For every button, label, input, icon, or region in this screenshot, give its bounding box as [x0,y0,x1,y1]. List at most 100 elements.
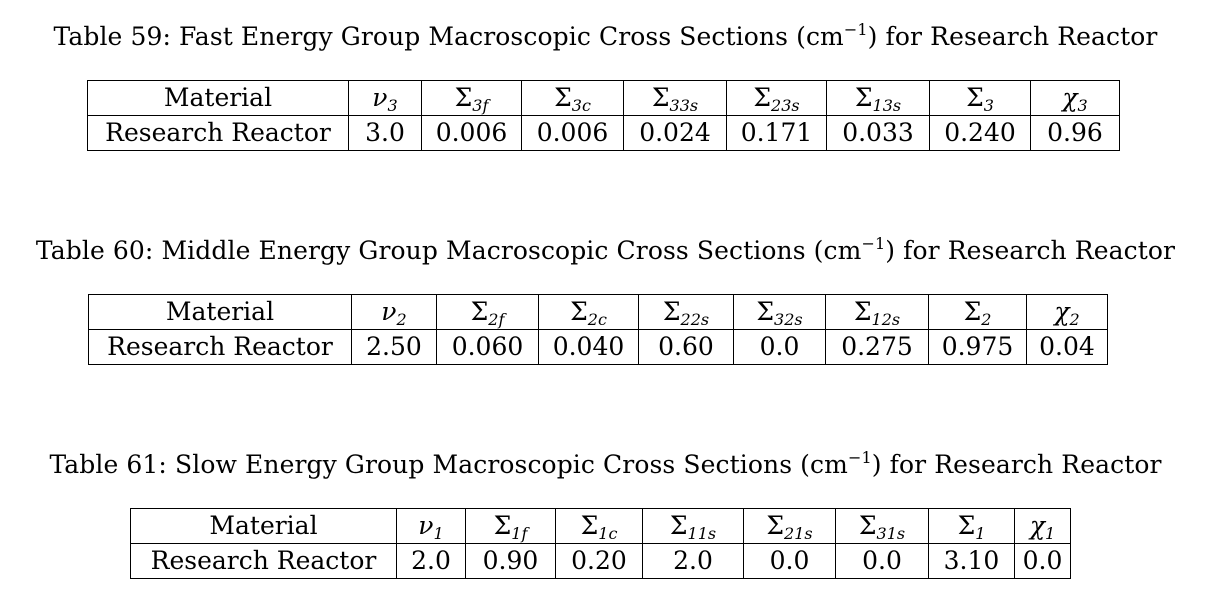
cell-value: 0.060 [436,329,539,365]
symbol-base: Σ [854,83,873,112]
symbol: Σ33s [651,83,699,115]
cell-value: 0.0 [733,329,826,365]
cell-value: 0.275 [825,329,929,365]
symbol-subscript: 2 [396,310,407,329]
symbol-subscript: 11s [687,524,717,543]
header-cell-symbol: ν3 [348,80,422,116]
cell-value: 0.20 [555,543,643,579]
symbol: χ1 [1029,511,1055,542]
caption-exponent: −1 [861,234,886,253]
data-row: Research Reactor 2.50 0.060 0.040 0.60 0.0 0.2… [88,329,1108,365]
cell-value: 0.024 [623,115,727,151]
symbol: ν2 [381,297,407,329]
symbol-subscript: 3 [1077,96,1088,115]
caption-text: Table 60: Middle Energy Group Macroscopi… [35,236,862,265]
table-59: Material ν3 Σ3f Σ3c Σ33s Σ23s Σ13s Σ3 χ3 Researc… [87,80,1120,151]
cell-value: 2.0 [642,543,744,579]
symbol-base: Σ [554,83,572,112]
symbol: Σ11s [670,511,717,543]
symbol-subscript: 31s [876,524,906,543]
symbol-base: χ [1029,511,1045,540]
header-cell-symbol: Σ3f [421,80,522,116]
symbol-subscript: 3 [387,96,398,115]
cell-value: 0.006 [421,115,522,151]
symbol-subscript: 2 [981,310,992,329]
symbol-base: Σ [662,297,681,326]
cell-value: 3.10 [928,543,1015,579]
symbol-base: Σ [580,511,599,540]
header-cell-symbol: ν2 [351,294,437,330]
caption-exponent: −1 [847,448,872,467]
header-cell-symbol: Σ3 [929,80,1031,116]
cell-material: Research Reactor [87,115,349,151]
header-cell-symbol: χ3 [1030,80,1120,116]
data-row: Research Reactor 3.0 0.006 0.006 0.024 0.171 0… [87,115,1120,151]
caption-tail: ) for Research Reactor [871,450,1162,479]
caption-exponent: −1 [843,20,868,39]
symbol-subscript: 2f [488,310,505,329]
symbol-subscript: 2 [1069,310,1080,329]
symbol-subscript: 1c [598,524,618,543]
header-cell-material: Material [130,508,397,544]
symbol-base: Σ [493,511,512,540]
cell-value: 0.171 [726,115,827,151]
cell-value: 0.04 [1026,329,1108,365]
symbol-base: χ [1054,297,1070,326]
header-cell-symbol: Σ23s [726,80,827,116]
symbol-base: ν [381,297,397,326]
table-61-caption: Table 61: Slow Energy Group Macroscopic … [0,448,1211,480]
symbol-base: Σ [853,297,872,326]
header-cell-material: Material [88,294,352,330]
symbol: ν1 [418,511,443,542]
symbol-subscript: 32s [774,310,803,329]
symbol: Σ1 [957,511,986,542]
symbol-base: Σ [470,297,489,326]
header-cell-material: Material [87,80,349,116]
cell-value: 0.0 [743,543,836,579]
header-cell-symbol: Σ1c [555,508,643,544]
cell-value: 0.96 [1030,115,1120,151]
cell-value: 0.040 [538,329,639,365]
symbol: χ3 [1062,83,1088,115]
caption-text: Table 61: Slow Energy Group Macroscopic … [49,450,848,479]
cell-material: Research Reactor [88,329,352,365]
cell-value: 0.033 [826,115,930,151]
symbol-subscript: 21s [784,524,813,543]
caption-text: Table 59: Fast Energy Group Macroscopic … [53,22,844,51]
symbol: Σ1f [493,511,528,542]
symbol: Σ1c [580,511,618,543]
header-cell-symbol: Σ2f [436,294,539,330]
cell-value: 0.90 [465,543,556,579]
header-cell-symbol: Σ2 [928,294,1027,330]
cell-value: 3.0 [348,115,422,151]
header-cell-symbol: Σ1f [465,508,556,544]
header-cell-symbol: Σ12s [825,294,929,330]
symbol: Σ3f [454,83,489,114]
symbol-base: Σ [753,83,772,112]
symbol-base: Σ [963,297,982,326]
symbol-base: Σ [966,83,984,112]
symbol-base: Σ [454,83,473,112]
symbol-subscript: 33s [669,96,699,115]
header-cell-symbol: Σ13s [826,80,930,116]
symbol-base: Σ [858,511,877,540]
cell-value: 2.50 [351,329,437,365]
cell-material: Research Reactor [130,543,397,579]
symbol-subscript: 23s [771,96,800,115]
header-cell-symbol: Σ32s [733,294,826,330]
table-59-caption: Table 59: Fast Energy Group Macroscopic … [0,20,1211,52]
header-cell-symbol: Σ2c [538,294,639,330]
symbol-base: Σ [651,83,670,112]
symbol-base: ν [418,511,434,540]
caption-tail: ) for Research Reactor [885,236,1176,265]
symbol-base: Σ [957,511,976,540]
symbol: Σ22s [662,297,709,328]
symbol: Σ21s [766,511,813,543]
header-cell-symbol: Σ11s [642,508,744,544]
table-61: Material ν1 Σ1f Σ1c Σ11s Σ21s Σ31s Σ1 χ1 Researc… [130,508,1071,579]
header-cell-symbol: Σ22s [638,294,734,330]
symbol: Σ23s [753,83,800,115]
symbol-base: Σ [756,297,775,326]
cell-value: 0.0 [1014,543,1071,579]
header-cell-symbol: Σ21s [743,508,836,544]
